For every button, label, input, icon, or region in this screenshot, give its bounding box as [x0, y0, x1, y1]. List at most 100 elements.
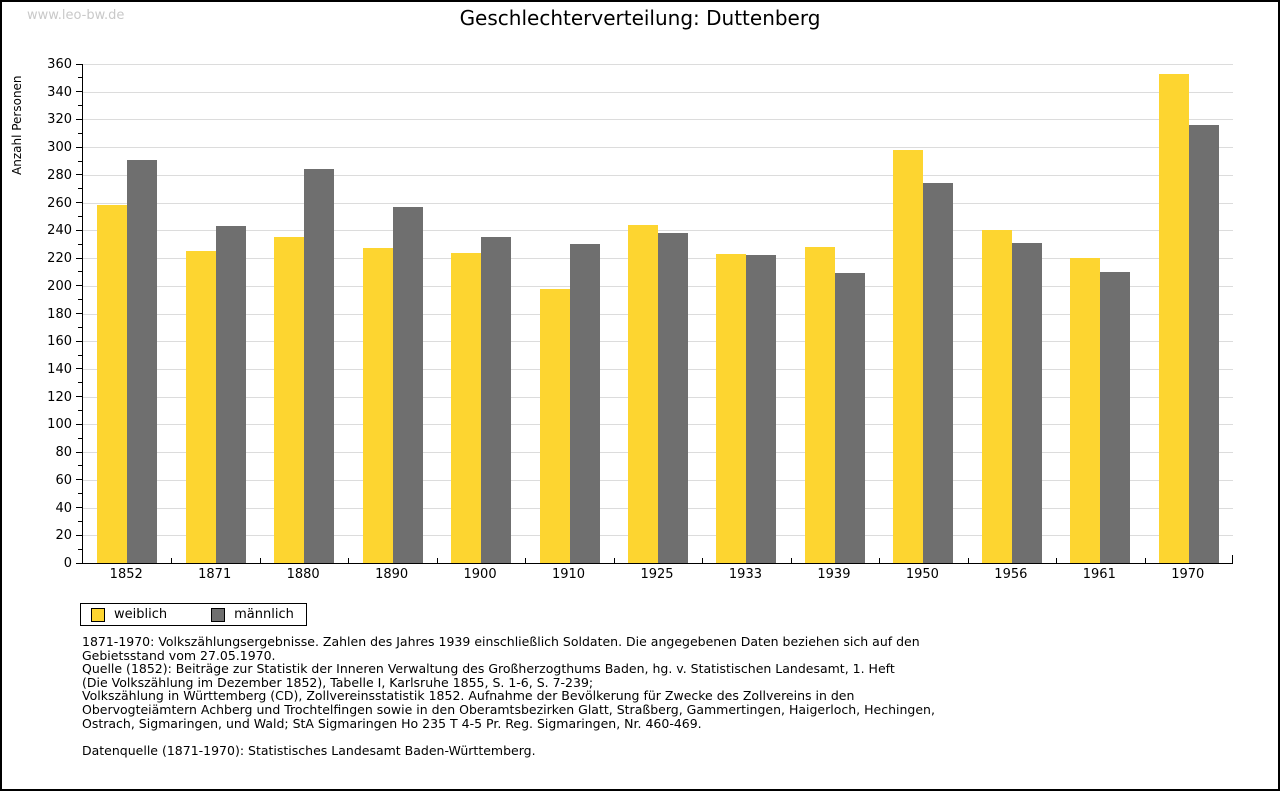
plot-area	[82, 64, 1233, 564]
y-tick-200	[76, 285, 82, 287]
y-tick-40	[76, 507, 82, 509]
y-minor-tick-290	[78, 160, 82, 162]
y-tick-label-320: 320	[47, 112, 72, 128]
bar-weiblich-1970	[1158, 73, 1189, 563]
y-minor-tick-110	[78, 410, 82, 412]
y-minor-tick-10	[78, 548, 82, 550]
legend: weiblich männlich	[80, 603, 307, 626]
y-tick-320	[76, 118, 82, 120]
gridline-320	[83, 119, 1233, 121]
y-tick-100	[76, 423, 82, 425]
y-tick-220	[76, 257, 82, 259]
bar-weiblich-1900	[451, 252, 482, 563]
y-minor-tick-90	[78, 437, 82, 439]
source-note-line-3: Quelle (1852): Beiträge zur Statistik de…	[82, 661, 895, 677]
bar-maennlich-1900	[481, 237, 512, 563]
y-tick-label-20: 20	[55, 528, 72, 544]
y-minor-tick-190	[78, 299, 82, 301]
bar-maennlich-1925	[658, 233, 688, 563]
x-tick-label-1880: 1880	[286, 567, 320, 582]
x-tick-1925	[614, 558, 615, 563]
bar-weiblich-1910	[539, 288, 570, 563]
y-tick-180	[76, 313, 82, 314]
y-tick-280	[76, 174, 82, 176]
y-tick-label-340: 340	[47, 84, 72, 100]
source-note-line-7: Ostrach, Sigmaringen, und Wald; StA Sigm…	[82, 715, 702, 731]
source-note-line-4: (Die Volkszählung im Dezember 1852), Tab…	[82, 674, 594, 690]
bar-maennlich-1956	[1011, 242, 1042, 563]
y-tick-label-220: 220	[47, 251, 72, 267]
maennlich-swatch-icon	[211, 607, 226, 622]
x-tick-label-1852: 1852	[109, 567, 143, 582]
x-tick-1933	[702, 558, 703, 563]
bar-maennlich-1961	[1100, 271, 1131, 563]
x-tick-label-1925: 1925	[640, 567, 674, 582]
x-tick-label-1956: 1956	[994, 567, 1028, 582]
x-tick-1900	[437, 558, 438, 563]
legend-entry-maennlich: männlich	[211, 607, 294, 622]
bar-maennlich-1970	[1188, 125, 1219, 563]
legend-entry-weiblich: weiblich	[91, 607, 167, 622]
x-tick-label-1961: 1961	[1082, 567, 1116, 582]
source-note-line-9: Datenquelle (1871-1970): Statistisches L…	[82, 742, 536, 758]
bar-weiblich-1890	[362, 248, 393, 563]
source-notes: 1871-1970: Volkszählungsergebnisse. Zahl…	[82, 635, 982, 757]
y-tick-label-280: 280	[47, 167, 72, 183]
x-tick-1910	[525, 558, 526, 563]
bar-maennlich-1871	[215, 226, 246, 563]
y-tick-label-80: 80	[55, 445, 72, 461]
y-tick-label-120: 120	[47, 389, 72, 405]
x-tick-label-1910: 1910	[551, 567, 586, 582]
x-tick-1890	[348, 558, 349, 563]
bar-weiblich-1956	[981, 230, 1012, 563]
x-tick-1950	[879, 558, 880, 563]
source-note-line-6: Obervogteiämtern Achberg und Trochtelfin…	[82, 701, 935, 717]
y-tick-140	[76, 368, 82, 370]
bar-maennlich-1880	[304, 169, 335, 563]
x-tick-label-1950: 1950	[905, 567, 939, 582]
y-tick-20	[76, 534, 82, 536]
y-tick-160	[76, 340, 82, 342]
y-tick-0	[76, 562, 82, 564]
x-tick-label-1939: 1939	[817, 567, 851, 582]
gridline-300	[83, 147, 1233, 149]
source-note-line-8	[82, 730, 982, 744]
bar-maennlich-1933	[746, 255, 777, 563]
y-tick-label-200: 200	[47, 278, 72, 294]
bar-maennlich-1890	[392, 206, 423, 563]
gridline-260	[83, 202, 1233, 204]
gridline-360	[83, 64, 1233, 65]
x-tick-1956	[968, 558, 969, 563]
y-axis: 0 20 40 60 80 100 120 140 160 180 200 220 240 260 280 3…	[2, 57, 82, 571]
y-minor-tick-270	[78, 188, 82, 190]
y-minor-tick-350	[78, 77, 82, 79]
y-minor-tick-210	[78, 271, 82, 273]
y-minor-tick-250	[78, 215, 82, 217]
bar-weiblich-1880	[274, 237, 305, 563]
bar-weiblich-1925	[628, 224, 658, 563]
y-minor-tick-130	[78, 382, 82, 384]
x-tick-1970	[1145, 558, 1146, 563]
y-tick-label-260: 260	[47, 195, 72, 211]
bar-maennlich-1852	[127, 159, 158, 563]
y-tick-label-360: 360	[47, 57, 72, 72]
y-minor-tick-170	[78, 326, 82, 328]
y-tick-label-140: 140	[47, 361, 72, 377]
legend-label-weiblich: weiblich	[114, 607, 168, 622]
bar-weiblich-1852	[97, 205, 128, 563]
source-note-line-1: 1871-1970: Volkszählungsergebnisse. Zahl…	[82, 634, 920, 649]
x-tick-label-1900: 1900	[463, 567, 497, 582]
weiblich-swatch-icon	[91, 607, 105, 622]
y-tick-120	[76, 396, 82, 398]
bar-maennlich-1950	[923, 183, 954, 563]
y-minor-tick-330	[78, 105, 82, 107]
bar-weiblich-1961	[1070, 258, 1101, 563]
x-tick-label-1871: 1871	[198, 567, 232, 582]
gridline-280	[83, 174, 1233, 176]
y-tick-label-0: 0	[63, 556, 72, 571]
y-tick-label-100: 100	[47, 417, 72, 433]
y-tick-60	[76, 479, 82, 481]
y-tick-300	[76, 146, 82, 148]
bar-maennlich-1939	[834, 273, 865, 563]
